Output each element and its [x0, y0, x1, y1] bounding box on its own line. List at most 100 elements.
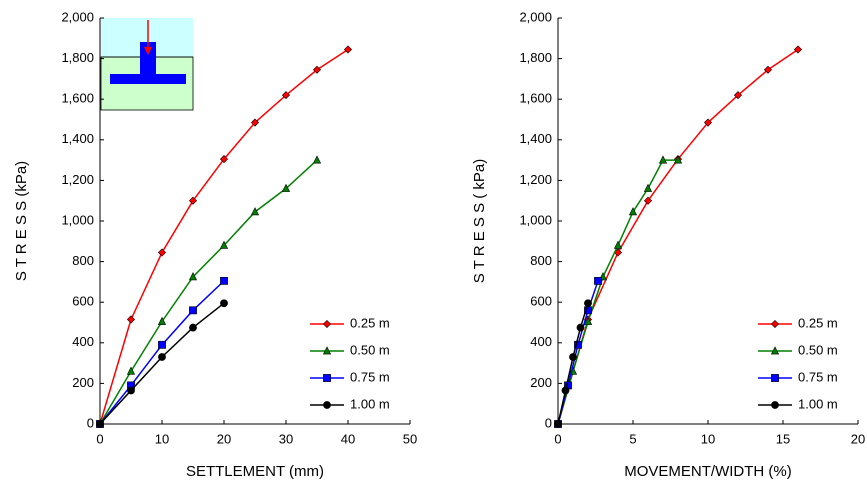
marker: [250, 207, 260, 216]
marker: [157, 316, 167, 325]
marker: [220, 299, 228, 308]
marker: [126, 366, 136, 375]
legend-marker: [323, 374, 331, 382]
x-tick-label: 40: [341, 431, 355, 446]
legend-marker: [771, 374, 779, 382]
marker: [96, 420, 104, 428]
x-tick-label: 50: [403, 431, 417, 446]
marker: [628, 207, 638, 216]
legend-label: 0.75 m: [350, 369, 390, 384]
marker: [219, 240, 229, 249]
y-tick-label: 1,200: [61, 172, 94, 187]
legend-marker: [770, 346, 780, 355]
marker: [219, 155, 229, 164]
y-tick-label: 800: [72, 253, 94, 268]
footing-inset: [100, 18, 194, 111]
y-tick-label: 800: [530, 253, 552, 268]
marker: [594, 276, 602, 285]
legend-marker: [323, 401, 331, 409]
y-tick-label: 1,600: [61, 91, 94, 106]
legend-marker: [770, 319, 780, 329]
x-axis-label: SETTLEMENT (mm): [186, 463, 324, 480]
marker: [312, 65, 322, 74]
marker: [583, 316, 593, 325]
y-tick-label: 2,000: [61, 9, 94, 24]
marker: [793, 45, 803, 54]
marker: [673, 155, 683, 164]
marker: [569, 353, 577, 361]
y-tick-label: 200: [530, 375, 552, 390]
marker: [188, 196, 198, 205]
x-tick-label: 10: [701, 431, 715, 446]
x-tick-label: 20: [851, 431, 865, 446]
legend-label: 0.50 m: [350, 342, 390, 357]
x-tick-label: 20: [217, 431, 231, 446]
series-line: [99, 280, 225, 425]
x-tick-label: 10: [155, 431, 169, 446]
marker: [703, 118, 713, 127]
legend-marker: [322, 319, 332, 329]
y-tick-label: 0: [545, 415, 552, 430]
y-tick-label: 600: [72, 294, 94, 309]
x-tick-label: 30: [279, 431, 293, 446]
y-axis-label: S T R E S S (kPa): [13, 161, 30, 281]
legend-label: 0.50 m: [798, 342, 838, 357]
y-tick-label: 1,000: [61, 212, 94, 227]
marker: [658, 155, 668, 164]
x-tick-label: 0: [554, 431, 561, 446]
series-line: [99, 159, 318, 425]
legend-label: 0.25 m: [350, 315, 390, 330]
marker: [127, 386, 135, 395]
marker: [126, 315, 136, 324]
y-axis-label: S T R E S S ( kPa): [471, 159, 488, 283]
marker: [733, 91, 743, 100]
series-line: [557, 48, 799, 425]
marker: [343, 45, 353, 54]
inset-arrowhead: [144, 47, 152, 55]
y-tick-label: 1,800: [519, 50, 552, 65]
x-axis-label: MOVEMENT/WIDTH (%): [624, 463, 791, 480]
marker: [576, 323, 585, 332]
marker: [561, 386, 570, 395]
marker: [158, 340, 166, 349]
y-tick-label: 1,800: [61, 50, 94, 65]
x-tick-label: 15: [776, 431, 790, 446]
marker: [157, 248, 167, 257]
marker: [554, 420, 562, 428]
series-line: [557, 159, 678, 425]
y-tick-label: 1,000: [519, 212, 552, 227]
marker: [250, 118, 260, 127]
y-tick-label: 1,600: [519, 91, 552, 106]
legend-label: 1.00 m: [798, 396, 838, 411]
marker: [158, 353, 166, 361]
y-tick-label: 1,400: [519, 131, 552, 146]
marker: [281, 91, 291, 100]
marker: [312, 155, 322, 164]
y-tick-label: 200: [72, 375, 94, 390]
y-tick-label: 1,200: [519, 172, 552, 187]
y-tick-label: 2,000: [519, 9, 552, 24]
x-tick-label: 0: [96, 431, 103, 446]
marker: [613, 240, 623, 249]
y-tick-label: 600: [530, 294, 552, 309]
marker: [220, 276, 228, 285]
marker: [584, 299, 592, 308]
y-tick-label: 400: [530, 334, 552, 349]
y-tick-label: 400: [72, 334, 94, 349]
y-tick-label: 1,400: [61, 131, 94, 146]
y-tick-label: 0: [87, 415, 94, 430]
marker: [189, 323, 197, 332]
marker: [763, 65, 773, 74]
inset-column: [140, 42, 156, 74]
marker: [281, 183, 291, 192]
marker: [189, 306, 197, 315]
legend-label: 0.75 m: [798, 369, 838, 384]
inset-footing: [110, 74, 186, 84]
marker: [643, 196, 653, 205]
legend-label: 1.00 m: [350, 396, 390, 411]
marker: [188, 272, 198, 281]
legend-marker: [322, 346, 332, 355]
legend-label: 0.25 m: [798, 315, 838, 330]
marker: [574, 340, 582, 349]
